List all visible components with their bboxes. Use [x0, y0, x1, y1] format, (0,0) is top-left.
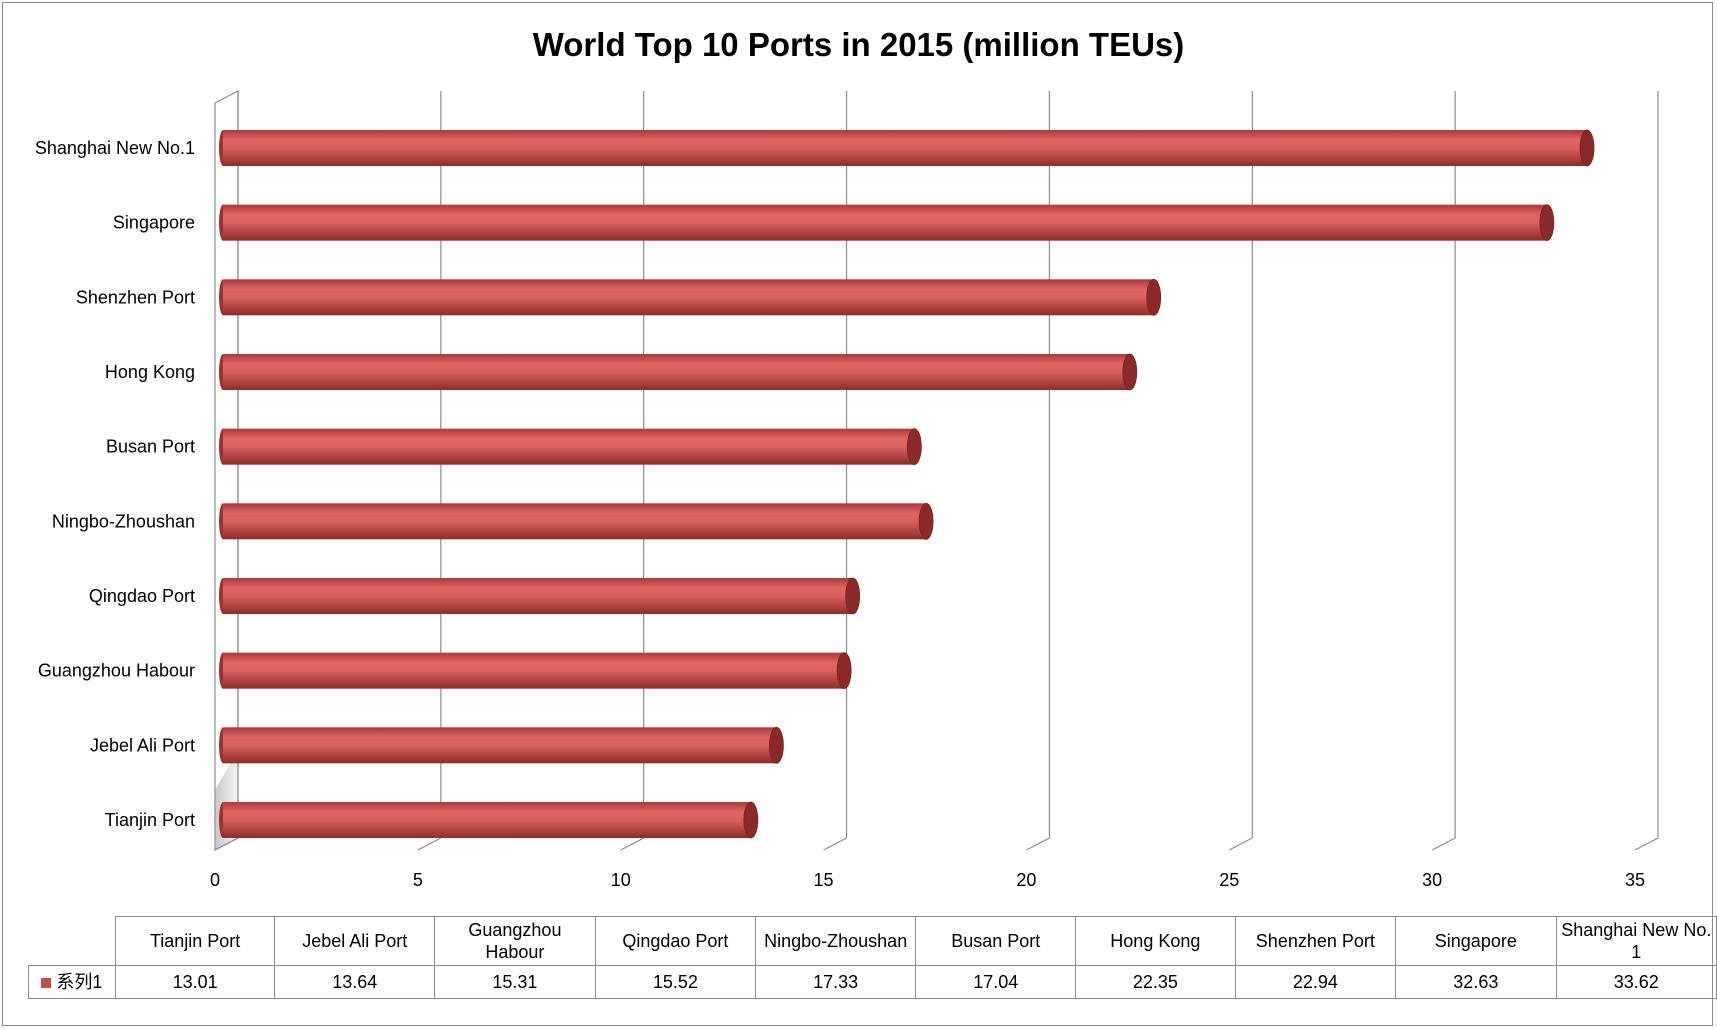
- y-category-label: Shanghai New No.1: [35, 138, 195, 158]
- x-tick-label: 10: [611, 870, 631, 890]
- x-gridline-floor: [1431, 837, 1456, 851]
- bar-end-cap: [845, 577, 861, 615]
- x-tick-label: 5: [413, 870, 423, 890]
- data-table-value-cell: 13.64: [274, 965, 436, 999]
- legend-entry: 系列1: [28, 965, 116, 999]
- bar-body: [223, 503, 927, 540]
- data-table-header-cell: Shenzhen Port: [1234, 916, 1397, 966]
- chart-plot: 0 5 10 15 20 25 30 35 Tianjin Port Jebel Ali Port…: [35, 90, 1659, 890]
- x-gridline-floor: [1026, 837, 1050, 851]
- bar: [219, 502, 934, 540]
- data-table-value-cell: 32.63: [1395, 965, 1557, 999]
- y-category-label: Busan Port: [106, 437, 195, 457]
- data-table-value-cell: 22.35: [1075, 965, 1236, 999]
- data-table-header-cell: Singapore: [1395, 916, 1557, 966]
- x-gridline-floor: [823, 837, 847, 851]
- data-table-value-cell: 22.94: [1234, 965, 1397, 999]
- data-table-value-cell: 17.33: [754, 965, 917, 999]
- bar-body: [223, 802, 751, 838]
- x-gridline-floor: [1229, 837, 1253, 851]
- data-table-header-row: Tianjin Port Jebel Ali Port Guangzhou Habo…: [28, 916, 1717, 966]
- x-tick-label: 35: [1625, 870, 1645, 890]
- y-category-label: Hong Kong: [105, 362, 195, 382]
- data-table-value-row: 系列1 13.01 13.64 15.31 15.52 17.33 17.04 22.35 2…: [28, 965, 1717, 999]
- bar: [219, 129, 1595, 167]
- bar: [219, 726, 784, 764]
- x-gridline-floor: [417, 837, 442, 851]
- data-table-header-cell: Guangzhou Habour: [434, 916, 596, 966]
- bar-body: [223, 354, 1130, 390]
- bar-end-cap: [836, 652, 852, 690]
- bar-end-cap: [1539, 204, 1555, 242]
- data-table-header-cell: Hong Kong: [1075, 916, 1236, 966]
- y-category-label: Tianjin Port: [105, 810, 195, 830]
- data-table-corner: [28, 916, 116, 966]
- bar: [219, 428, 922, 466]
- x-gridline: [1634, 91, 1659, 851]
- bar-body: [223, 727, 777, 764]
- bar-body: [223, 279, 1154, 316]
- x-tick-label: 25: [1219, 870, 1239, 890]
- data-table-header-cell: Ningbo-Zhoushan: [754, 916, 917, 966]
- x-gridline-floor: [214, 837, 239, 851]
- bar-end-cap: [743, 801, 759, 839]
- bar-body: [223, 130, 1588, 166]
- data-table: Tianjin Port Jebel Ali Port Guangzhou Habo…: [28, 916, 1717, 999]
- bar-end-cap: [918, 502, 934, 540]
- bar: [219, 577, 861, 615]
- data-table-value-cell: 13.01: [114, 965, 276, 999]
- bar-body: [223, 578, 853, 614]
- bar-end-cap: [768, 726, 784, 764]
- x-tick-label: 30: [1422, 870, 1442, 890]
- bar-end-cap: [906, 428, 922, 466]
- data-table-header-cell: Busan Port: [915, 916, 1077, 966]
- data-table-header-cell: Qingdao Port: [594, 916, 756, 966]
- bar-end-cap: [1122, 353, 1138, 391]
- data-table-value-cell: 15.31: [434, 965, 596, 999]
- bar: [219, 652, 852, 690]
- legend-key-swatch: [41, 978, 52, 989]
- data-table-header-cell: Tianjin Port: [114, 916, 276, 966]
- y-category-label: Guangzhou Habour: [38, 661, 195, 681]
- bar-end-cap: [1146, 278, 1162, 316]
- y-category-label: Singapore: [113, 213, 195, 233]
- chart-title: World Top 10 Ports in 2015 (million TEUs…: [532, 26, 1185, 63]
- data-table-header-cell: Shanghai New No. 1: [1555, 916, 1717, 966]
- legend-label: 系列1: [56, 972, 103, 992]
- bar: [219, 204, 1555, 242]
- data-table-value-cell: 17.04: [915, 965, 1077, 999]
- data-table-value-cell: 33.62: [1555, 965, 1717, 999]
- data-table-header-cell: Jebel Ali Port: [274, 916, 436, 966]
- y-category-label: Jebel Ali Port: [90, 735, 195, 755]
- bar: [219, 353, 1138, 391]
- bar-end-cap: [1579, 129, 1595, 167]
- x-gridline-floor: [1634, 837, 1659, 851]
- bar-body: [223, 652, 845, 689]
- y-category-label: Ningbo-Zhoushan: [52, 511, 195, 531]
- bar-body: [223, 428, 915, 465]
- bar: [219, 278, 1162, 316]
- x-gridline-floor: [620, 837, 644, 851]
- bar-body: [223, 204, 1547, 241]
- y-category-label: Qingdao Port: [89, 586, 195, 606]
- bar: [219, 801, 759, 839]
- y-category-label: Shenzhen Port: [76, 287, 195, 307]
- x-tick-label: 15: [814, 870, 834, 890]
- x-tick-label: 20: [1016, 870, 1036, 890]
- data-table-value-cell: 15.52: [594, 965, 756, 999]
- x-tick-label: 0: [210, 870, 220, 890]
